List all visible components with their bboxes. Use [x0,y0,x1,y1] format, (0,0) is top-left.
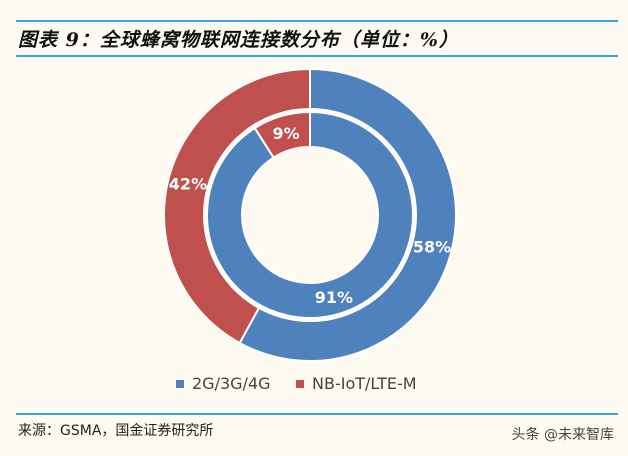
inner-ring-slice-0 [206,110,414,319]
legend-swatch-blue [176,379,184,388]
outer-ring-slice-0 [238,67,457,362]
outer-ring-label-1: 42% [169,175,207,194]
legend-item-1: NB-IoT/LTE-M [296,374,417,393]
legend-item-0: 2G/3G/4G [176,374,271,393]
inner-ring-label-1: 9% [273,124,300,143]
title-rule [16,55,618,57]
legend-swatch-red [296,379,304,388]
inner-ring-slice-1 [253,110,311,159]
inner-ring-label-0: 91% [315,288,353,307]
source-rule [16,413,618,415]
legend-label: 2G/3G/4G [192,374,271,393]
legend-label: NB-IoT/LTE-M [312,374,417,393]
top-rule [16,20,618,22]
chart-title: 图表 9：全球蜂窝物联网连接数分布（单位：%） [18,29,459,51]
source-note: 来源：GSMA，国金证券研究所 [18,423,214,439]
outer-ring-slice-1 [163,67,311,345]
donut-chart: 91% 9% 58% 42% [163,67,457,362]
watermark: 头条 @未来智库 [511,427,614,443]
outer-ring-label-0: 58% [413,237,451,256]
